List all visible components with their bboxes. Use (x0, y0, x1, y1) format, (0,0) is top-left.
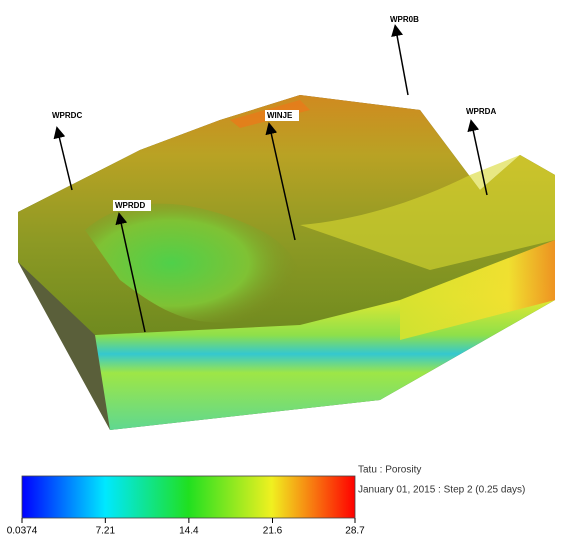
property-title: Tatu : Porosity (358, 465, 421, 476)
colorbar-tick-label: 0.0374 (7, 526, 38, 537)
well-label: WPRDD (115, 201, 145, 210)
colorbar-tick-label: 7.21 (96, 526, 116, 537)
colorbar-tick-label: 28.7 (345, 526, 365, 537)
reservoir-view: WPR0B WPRDC WINJE WPRDA WPRDD Tatu : Por… (0, 0, 569, 539)
colorbar-tick-label: 21.6 (263, 526, 283, 537)
time-step: January 01, 2015 : Step 2 (0.25 days) (358, 485, 525, 496)
colorbar-gradient (22, 476, 355, 518)
reservoir-model (18, 95, 555, 430)
colorbar: 0.0374 7.21 14.4 21.6 28.7 (7, 476, 365, 537)
well-label: WINJE (267, 111, 293, 120)
well-line (396, 30, 408, 95)
well-label: WPR0B (390, 15, 419, 24)
well-label: WPRDC (52, 111, 82, 120)
well-line (58, 132, 72, 190)
colorbar-tick-label: 14.4 (179, 526, 199, 537)
well-label: WPRDA (466, 107, 496, 116)
